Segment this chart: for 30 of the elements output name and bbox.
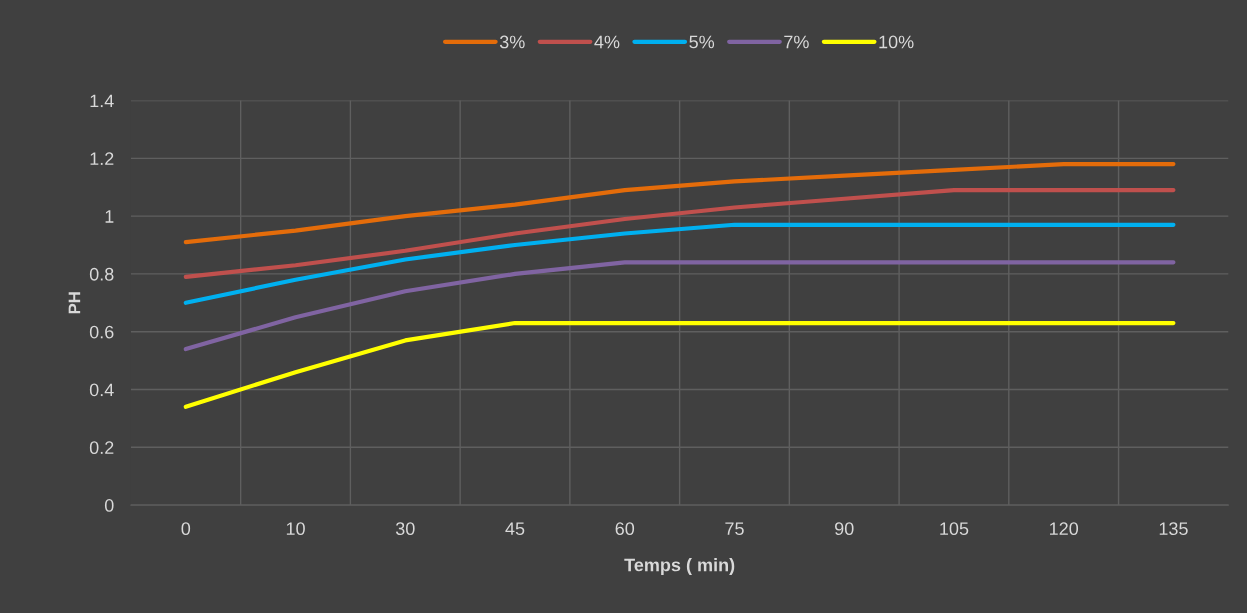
x-tick-label: 10 bbox=[286, 522, 305, 536]
y-tick-label: 0.2 bbox=[89, 441, 114, 455]
y-tick-label: 0 bbox=[104, 499, 114, 512]
x-tick-label: 60 bbox=[615, 522, 635, 536]
x-tick-label: 120 bbox=[1050, 522, 1079, 536]
y-tick-label: 0.6 bbox=[89, 325, 114, 339]
x-axis-title: Temps ( min) bbox=[624, 558, 735, 575]
y-tick-label: 0.4 bbox=[89, 383, 114, 397]
line-series bbox=[183, 162, 1176, 245]
line-series bbox=[183, 320, 1176, 409]
y-tick-label: 0.8 bbox=[89, 267, 114, 281]
y-axis-title: PH bbox=[68, 292, 81, 314]
x-tick-label: 45 bbox=[505, 522, 525, 536]
line-series bbox=[183, 188, 1176, 279]
x-tick-label: 0 bbox=[181, 522, 191, 536]
x-tick-label: 90 bbox=[835, 522, 854, 536]
y-tick-label: 1 bbox=[105, 210, 114, 223]
x-tick-label: 135 bbox=[1159, 522, 1188, 536]
legend-label: 4% bbox=[594, 35, 620, 49]
line-series bbox=[183, 260, 1176, 352]
x-tick-label: 75 bbox=[725, 522, 744, 536]
y-tick-label: 1.2 bbox=[90, 152, 114, 165]
legend-label: 7% bbox=[784, 35, 809, 49]
x-tick-label: 30 bbox=[395, 522, 415, 536]
line-series bbox=[183, 222, 1176, 305]
legend-label: 10% bbox=[879, 35, 914, 49]
legend-label: 5% bbox=[689, 35, 715, 49]
y-tick-label: 1.4 bbox=[90, 94, 114, 108]
x-tick-label: 105 bbox=[940, 522, 969, 536]
legend-label: 3% bbox=[499, 35, 525, 49]
